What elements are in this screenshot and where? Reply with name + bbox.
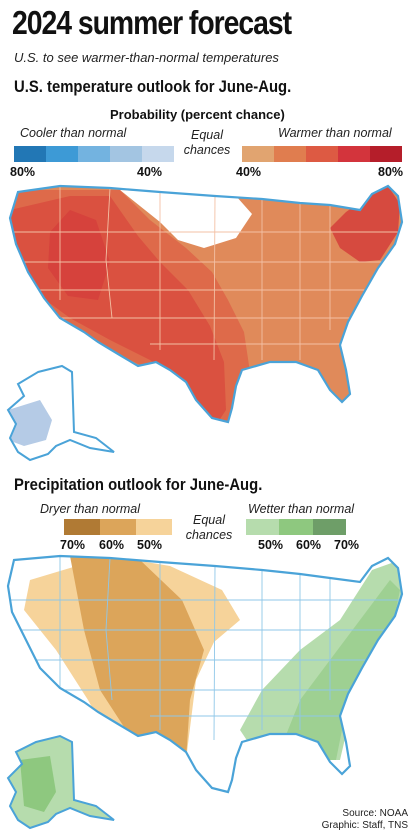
- wetter-tick-50: 50%: [258, 538, 284, 552]
- warmer-swatch-5: [370, 146, 402, 162]
- precipitation-us-outline: [6, 554, 404, 794]
- temperature-equal-chances: Equal chances: [176, 128, 238, 158]
- dryer-color-bar: [64, 519, 172, 535]
- temperature-us-outline: [8, 184, 404, 424]
- precipitation-alaska-fill: [8, 736, 114, 828]
- wetter-swatch-3: [312, 519, 346, 535]
- temperature-state-lines: [10, 186, 400, 361]
- warmer-swatch-3: [306, 146, 338, 162]
- dryer-tick-70: 70%: [60, 538, 86, 552]
- equal-label-line-1: Equal: [193, 513, 225, 527]
- cooler-label: Cooler than normal: [20, 126, 127, 140]
- wetter-tick-60: 60%: [296, 538, 322, 552]
- equal-label-line-1: Equal: [191, 128, 223, 142]
- wetter-swatch-2: [279, 519, 313, 535]
- warmer-tick-40: 40%: [236, 165, 262, 179]
- graphic-credit: Graphic: Staff, TNS: [321, 820, 408, 831]
- dryer-label: Dryer than normal: [40, 502, 141, 516]
- cooler-swatch-4: [110, 146, 142, 162]
- temperature-legend-title: Probability (percent chance): [110, 107, 285, 122]
- cooler-swatch-5: [142, 146, 174, 162]
- dryer-tick-50: 50%: [137, 538, 163, 552]
- credit-block: Source: NOAA Graphic: Staff, TNS: [322, 808, 408, 832]
- subheadline: U.S. to see warmer-than-normal temperatu…: [14, 50, 279, 65]
- dryer-swatch-2: [100, 519, 136, 535]
- precipitation-heading: Precipitation outlook for June-Aug.: [14, 476, 263, 494]
- dryer-swatch-1: [64, 519, 100, 535]
- alaska-cooler-area: [8, 400, 52, 446]
- wetter-swatch-1: [246, 519, 280, 535]
- wet-60-band: [284, 580, 400, 760]
- warmer-tick-80: 80%: [378, 165, 404, 179]
- precipitation-equal-chances: Equal chances: [178, 513, 240, 543]
- cooler-color-bar: [14, 146, 174, 162]
- temperature-alaska-outline: [6, 364, 115, 462]
- warmer-swatch-2: [274, 146, 306, 162]
- cooler-swatch-1: [14, 146, 46, 162]
- equal-label-line-2: chances: [185, 528, 233, 542]
- warmer-swatch-4: [338, 146, 370, 162]
- cooler-swatch-3: [78, 146, 110, 162]
- warmer-label: Warmer than normal: [278, 126, 392, 140]
- wetter-tick-70: 70%: [334, 538, 360, 552]
- alaska-wet-50: [8, 736, 114, 828]
- equal-chances-area: [120, 190, 252, 248]
- dry-60-band: [70, 556, 204, 770]
- cooler-swatch-2: [46, 146, 78, 162]
- equal-label-line-2: chances: [183, 143, 231, 157]
- west-core: [48, 210, 110, 300]
- warmer-swatch-1: [242, 146, 274, 162]
- precipitation-alaska-outline: [6, 734, 115, 830]
- dryer-swatch-3: [136, 519, 172, 535]
- alaska-wet-60: [20, 756, 56, 812]
- wetter-label: Wetter than normal: [248, 502, 355, 516]
- cooler-tick-40: 40%: [137, 165, 163, 179]
- precipitation-state-lines: [8, 556, 400, 741]
- cooler-tick-80: 80%: [10, 165, 36, 179]
- source-credit: Source: NOAA: [342, 808, 408, 819]
- warmer-color-bar: [242, 146, 402, 162]
- headline: 2024 summer forecast: [12, 4, 292, 41]
- northeast-core: [330, 186, 400, 262]
- temperature-heading: U.S. temperature outlook for June-Aug.: [14, 78, 292, 96]
- dryer-tick-60: 60%: [99, 538, 125, 552]
- wetter-color-bar: [246, 519, 346, 535]
